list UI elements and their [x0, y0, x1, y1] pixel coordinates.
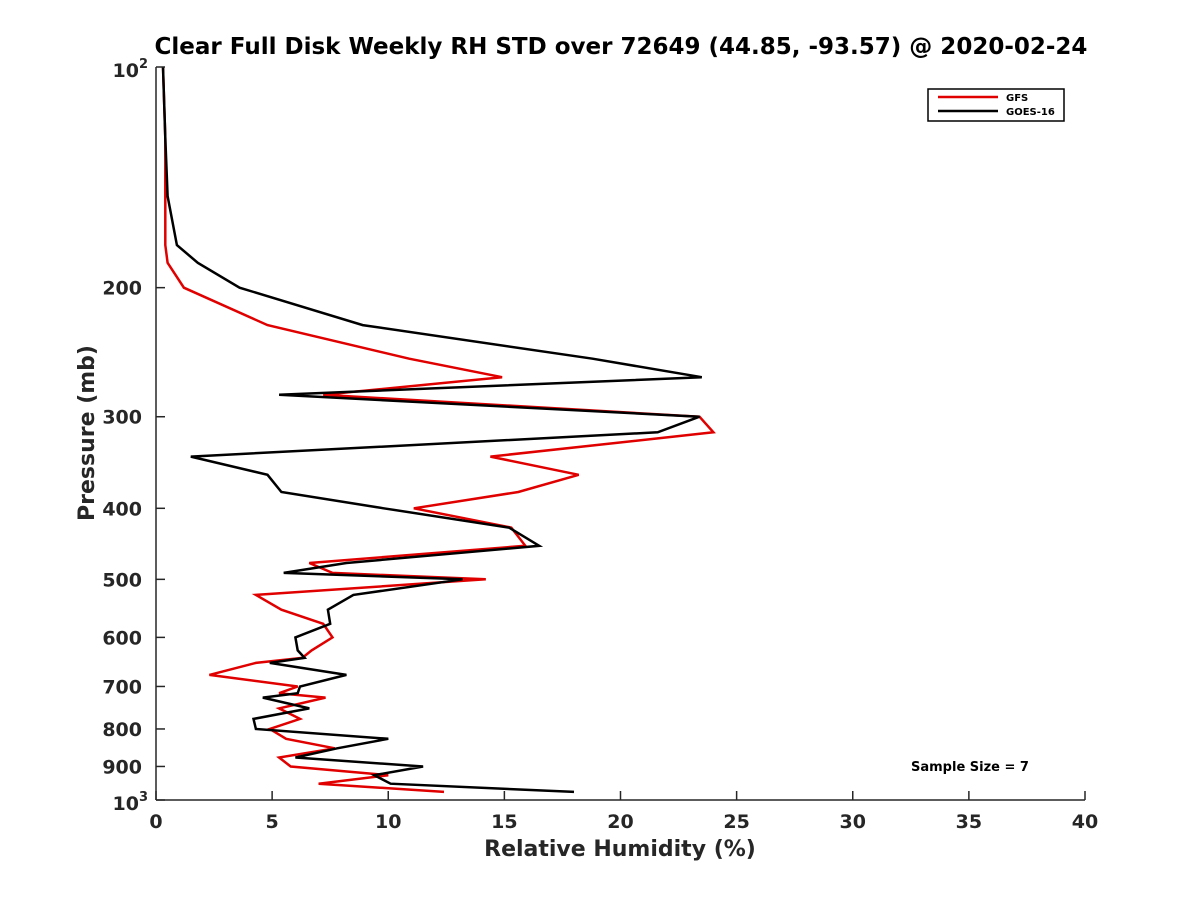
- legend-box: [927, 88, 1065, 122]
- y-tick-label: 500: [102, 569, 142, 591]
- x-tick-label: 0: [149, 811, 162, 833]
- legend-label-gfs: GFS: [1006, 93, 1028, 104]
- y-tick-label-base: 10: [113, 793, 139, 815]
- x-axis-ticks: 0 5 10 15 20 25 30 35 40: [149, 791, 1098, 833]
- y-tick-label: 600: [102, 627, 142, 649]
- y-tick-label: 700: [102, 676, 142, 698]
- legend-label-goes16: GOES-16: [1006, 107, 1055, 118]
- x-tick-label: 5: [266, 811, 279, 833]
- x-tick-label: 40: [1072, 811, 1098, 833]
- y-tick-label: 103: [113, 790, 149, 815]
- y-tick-label: 200: [102, 278, 142, 300]
- y-tick-label: 300: [102, 407, 142, 429]
- y-tick-label: 800: [102, 719, 142, 741]
- x-tick-label: 35: [956, 811, 982, 833]
- sample-size-annotation: Sample Size = 7: [911, 760, 1029, 775]
- y-tick-label-exponent: 3: [139, 790, 148, 805]
- legend: GFS GOES-16: [927, 88, 1065, 122]
- x-tick-label: 30: [840, 811, 866, 833]
- x-tick-label: 20: [607, 811, 633, 833]
- y-tick-label: 400: [102, 498, 142, 520]
- x-tick-label: 10: [375, 811, 401, 833]
- y-axis-label: Pressure (mb): [75, 345, 100, 521]
- x-axis-label: Relative Humidity (%): [484, 837, 756, 862]
- chart-title: Clear Full Disk Weekly RH STD over 72649…: [155, 34, 1088, 60]
- x-tick-label: 25: [723, 811, 749, 833]
- x-tick-label: 15: [491, 811, 517, 833]
- series-layer: [161, 66, 716, 794]
- y-tick-label: 900: [102, 756, 142, 778]
- y-tick-label-exponent: 2: [139, 57, 148, 72]
- series-line-goes16: [161, 66, 703, 794]
- y-tick-label: 102: [113, 57, 149, 82]
- y-tick-label-base: 10: [113, 60, 139, 82]
